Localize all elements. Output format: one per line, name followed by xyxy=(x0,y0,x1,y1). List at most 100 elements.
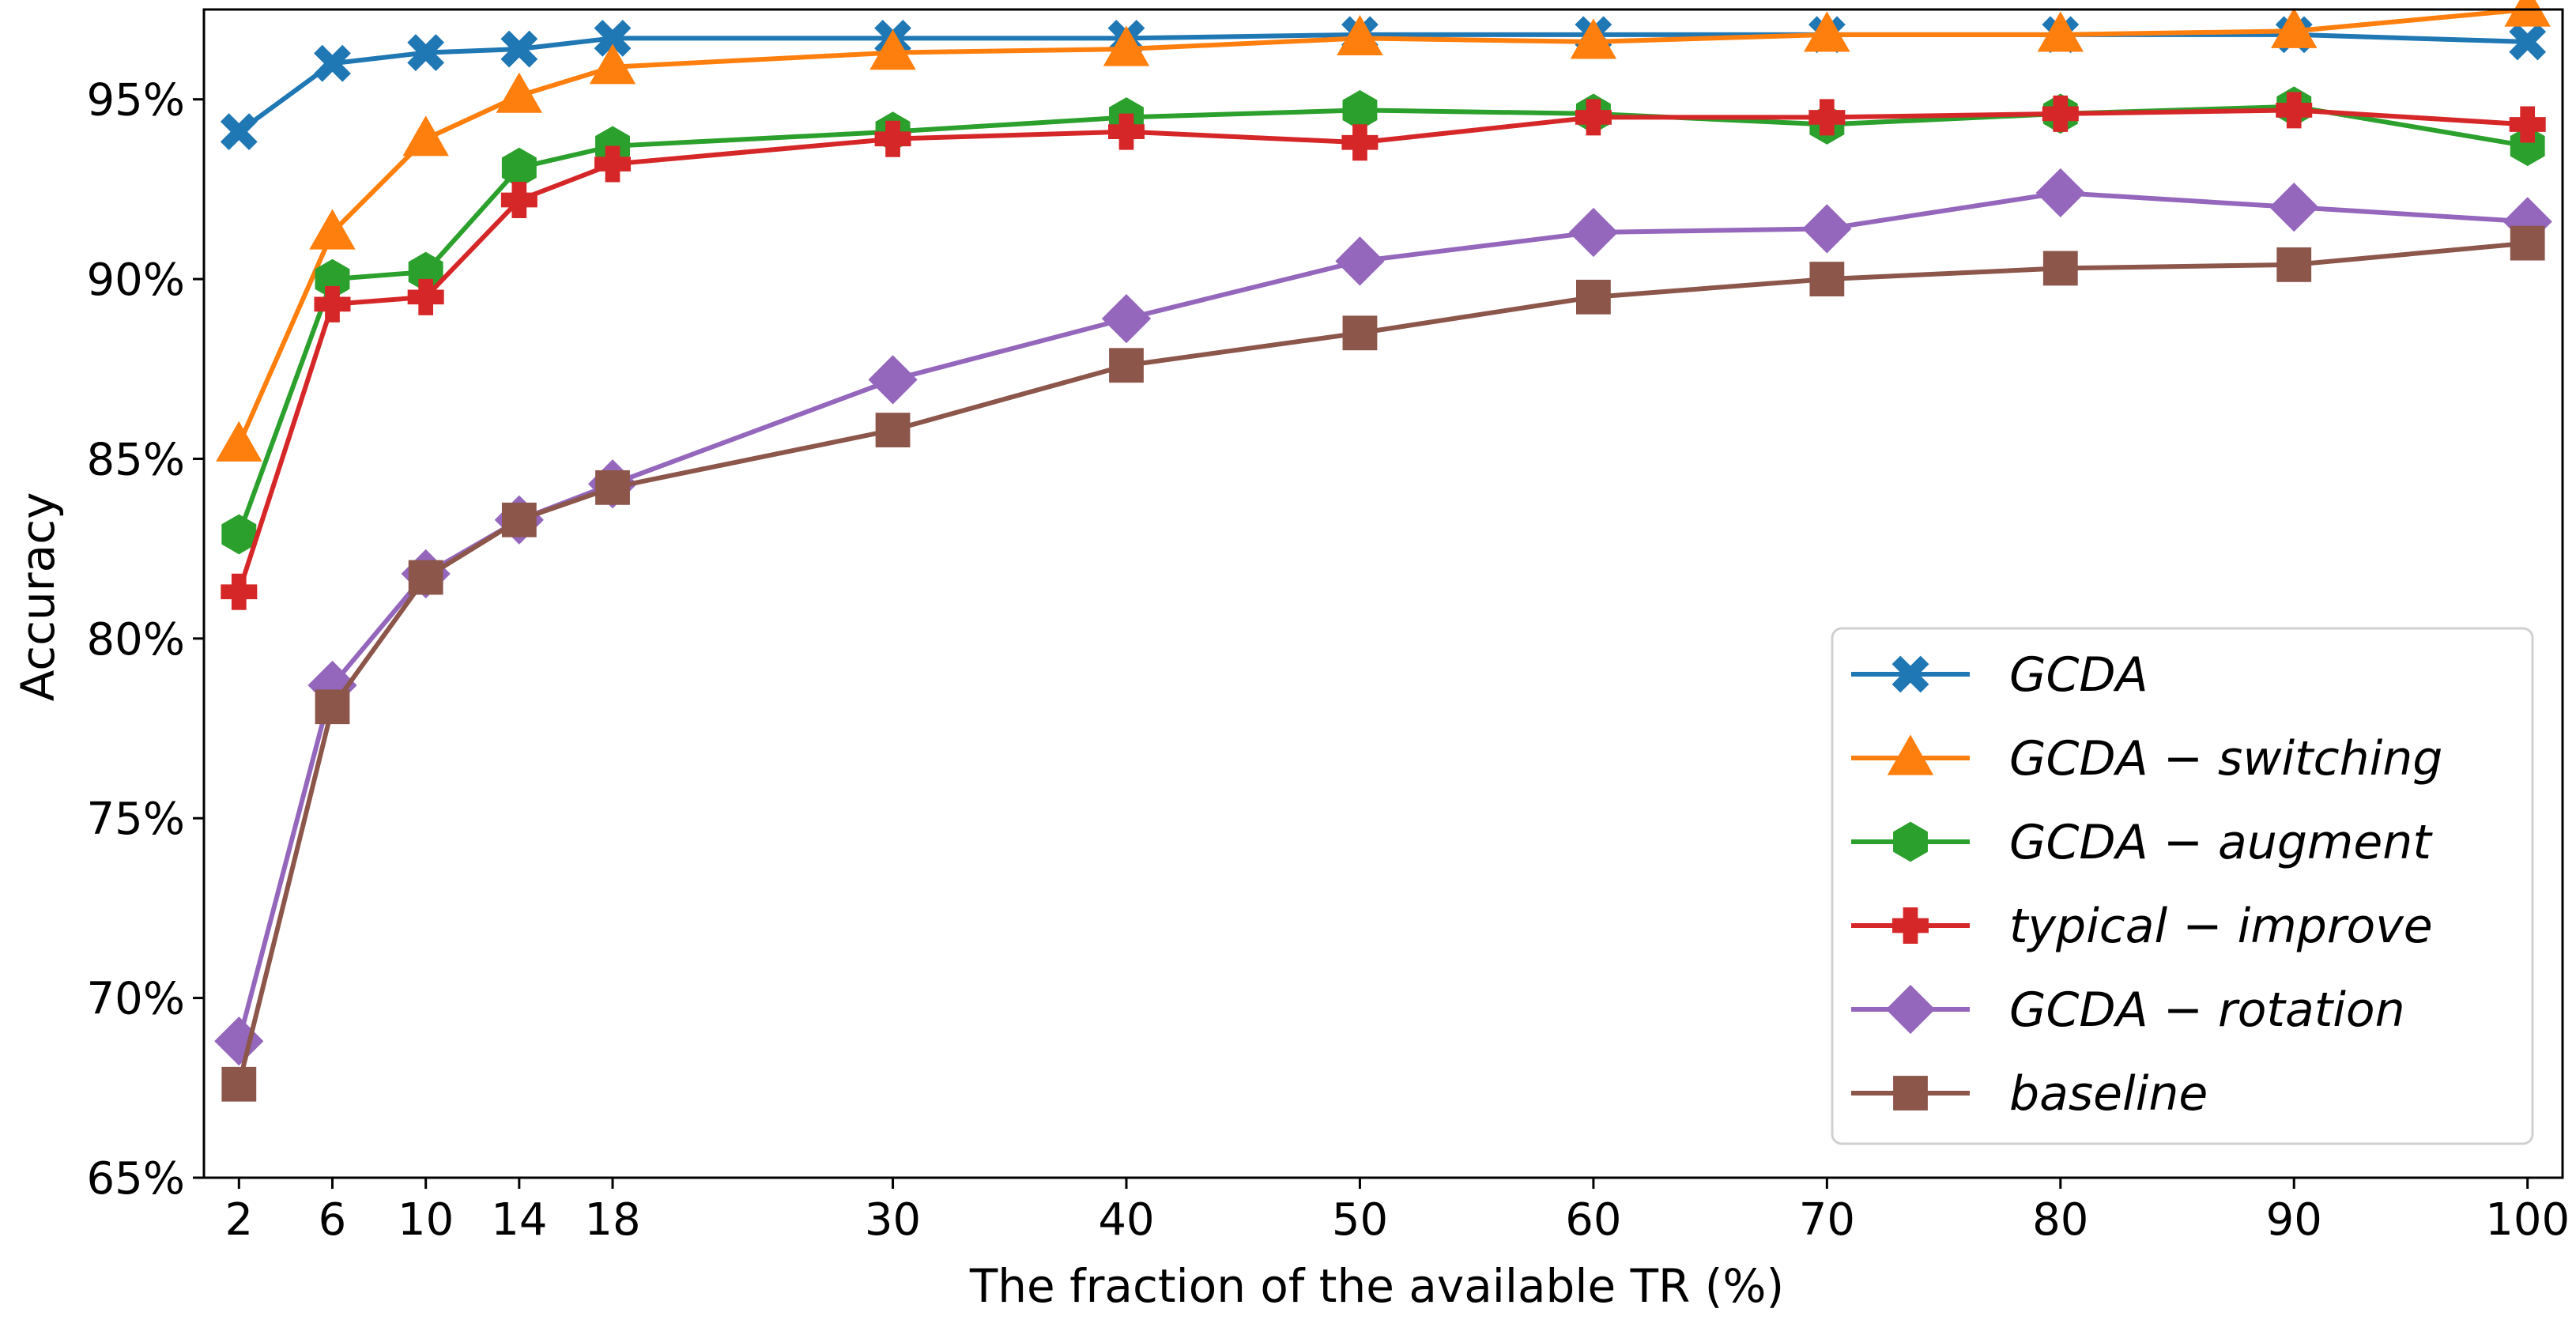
data-point-gcda xyxy=(594,19,632,57)
data-point-gcda-switching xyxy=(216,420,262,462)
legend-marker-gcda-switching xyxy=(1887,734,1934,775)
data-point-gcda-rotation xyxy=(214,1016,264,1066)
data-point-gcda-switching xyxy=(309,209,356,250)
legend-marker-typical-improve xyxy=(1892,907,1929,944)
data-point-gcda-switching xyxy=(2271,7,2318,48)
data-point-typical-improve xyxy=(2509,106,2546,143)
y-tick-label: 80% xyxy=(87,614,185,666)
y-tick-label: 70% xyxy=(87,974,185,1025)
y-tick-label: 85% xyxy=(87,434,185,485)
legend-entry-gcda: GCDA xyxy=(1851,647,2148,703)
data-point-typical-improve xyxy=(874,120,911,157)
x-axis-title: The fraction of the available TR (%) xyxy=(969,1259,1784,1313)
data-point-baseline xyxy=(595,470,630,505)
legend-marker-gcda xyxy=(1891,655,1929,693)
x-tick-label: 14 xyxy=(491,1194,547,1246)
data-point-gcda-switching xyxy=(2037,11,2084,52)
legend-label-typical-improve: typical − improve xyxy=(2009,899,2433,954)
series-typical-improve xyxy=(221,92,2546,610)
data-point-gcda-switching xyxy=(869,29,916,70)
data-point-gcda xyxy=(2509,23,2547,61)
data-point-gcda-switching xyxy=(1570,18,1617,59)
legend-label-gcda: GCDA xyxy=(2009,647,2148,703)
data-point-gcda-switching xyxy=(589,43,636,85)
data-point-baseline xyxy=(1576,279,1611,315)
legend-label-baseline: baseline xyxy=(2009,1066,2208,1122)
data-point-gcda-rotation xyxy=(1101,293,1152,344)
data-point-baseline xyxy=(875,413,911,447)
data-point-gcda xyxy=(500,30,538,68)
data-point-typical-improve xyxy=(2042,95,2079,132)
data-point-baseline xyxy=(221,1066,257,1102)
legend-marker-gcda-augment xyxy=(1893,821,1928,862)
data-point-gcda-switching xyxy=(1804,11,1850,52)
data-point-baseline xyxy=(2042,251,2078,286)
data-point-gcda-rotation xyxy=(1802,204,1852,254)
x-tick-label: 70 xyxy=(1799,1194,1855,1246)
x-tick-label: 18 xyxy=(584,1194,640,1246)
data-point-typical-improve xyxy=(407,278,444,315)
x-tick-label: 90 xyxy=(2266,1194,2322,1246)
data-point-gcda-switching xyxy=(402,115,449,157)
data-point-typical-improve xyxy=(1575,99,1612,136)
data-point-gcda-switching xyxy=(2504,0,2551,27)
y-tick-label: 75% xyxy=(87,794,185,845)
x-tick-label: 2 xyxy=(224,1194,253,1246)
series-gcda-switching xyxy=(216,0,2551,462)
data-point-baseline xyxy=(1809,262,1845,296)
data-point-gcda-rotation xyxy=(1568,207,1619,258)
x-tick-label: 6 xyxy=(319,1194,347,1246)
legend-marker-baseline xyxy=(1893,1076,1928,1111)
x-tick-label: 60 xyxy=(1565,1194,1621,1246)
y-tick-label: 65% xyxy=(87,1153,185,1205)
data-point-baseline xyxy=(1109,348,1144,383)
legend-label-gcda-rotation: GCDA − rotation xyxy=(2009,982,2405,1038)
data-point-baseline xyxy=(408,560,443,595)
data-point-gcda-rotation xyxy=(868,355,918,405)
legend-label-gcda-switching: GCDA − switching xyxy=(2009,731,2442,786)
data-point-gcda xyxy=(314,44,351,82)
x-tick-label: 50 xyxy=(1332,1194,1388,1246)
data-point-typical-improve xyxy=(1808,99,1846,136)
legend-entry-gcda-switching: GCDA − switching xyxy=(1851,731,2442,786)
legend-box xyxy=(1831,627,2534,1145)
y-tick-label: 90% xyxy=(87,255,185,306)
series-baseline xyxy=(221,225,2545,1102)
data-point-baseline xyxy=(2510,225,2545,261)
x-tick-label: 100 xyxy=(2485,1194,2570,1246)
data-point-gcda-augment xyxy=(221,514,257,555)
data-point-typical-improve xyxy=(2276,92,2313,129)
x-tick-label: 30 xyxy=(865,1194,921,1246)
data-point-baseline xyxy=(315,689,350,725)
data-point-typical-improve xyxy=(314,285,351,322)
data-point-gcda-switching xyxy=(1103,25,1150,66)
data-point-gcda-rotation xyxy=(1335,236,1385,286)
y-tick-label: 95% xyxy=(87,75,185,126)
legend-entry-gcda-rotation: GCDA − rotation xyxy=(1851,982,2405,1038)
legend-entry-gcda-augment: GCDA − augment xyxy=(1851,815,2433,870)
legend-label-gcda-augment: GCDA − augment xyxy=(2009,815,2433,870)
plot-frame xyxy=(202,8,2564,1179)
data-point-baseline xyxy=(2276,247,2312,282)
data-point-gcda-switching xyxy=(1337,14,1383,56)
x-tick-label: 80 xyxy=(2032,1194,2088,1246)
data-point-gcda xyxy=(220,113,258,151)
x-tick-label: 10 xyxy=(398,1194,454,1246)
data-point-baseline xyxy=(501,502,537,537)
legend-marker-gcda-rotation xyxy=(1885,984,1936,1035)
data-point-typical-improve xyxy=(594,145,632,183)
data-point-typical-improve xyxy=(1341,124,1379,161)
data-point-gcda-augment xyxy=(2510,126,2545,167)
y-axis-title: Accuracy xyxy=(11,492,65,702)
data-point-gcda-rotation xyxy=(2269,183,2319,232)
data-point-gcda xyxy=(407,34,445,71)
legend-entry-baseline: baseline xyxy=(1851,1066,2208,1122)
x-tick-label: 40 xyxy=(1098,1194,1154,1246)
data-point-baseline xyxy=(1342,315,1378,351)
data-point-gcda-switching xyxy=(496,72,543,113)
legend-entry-typical-improve: typical − improve xyxy=(1851,899,2433,954)
data-point-gcda-rotation xyxy=(2035,168,2085,218)
data-point-typical-improve xyxy=(1108,113,1145,150)
